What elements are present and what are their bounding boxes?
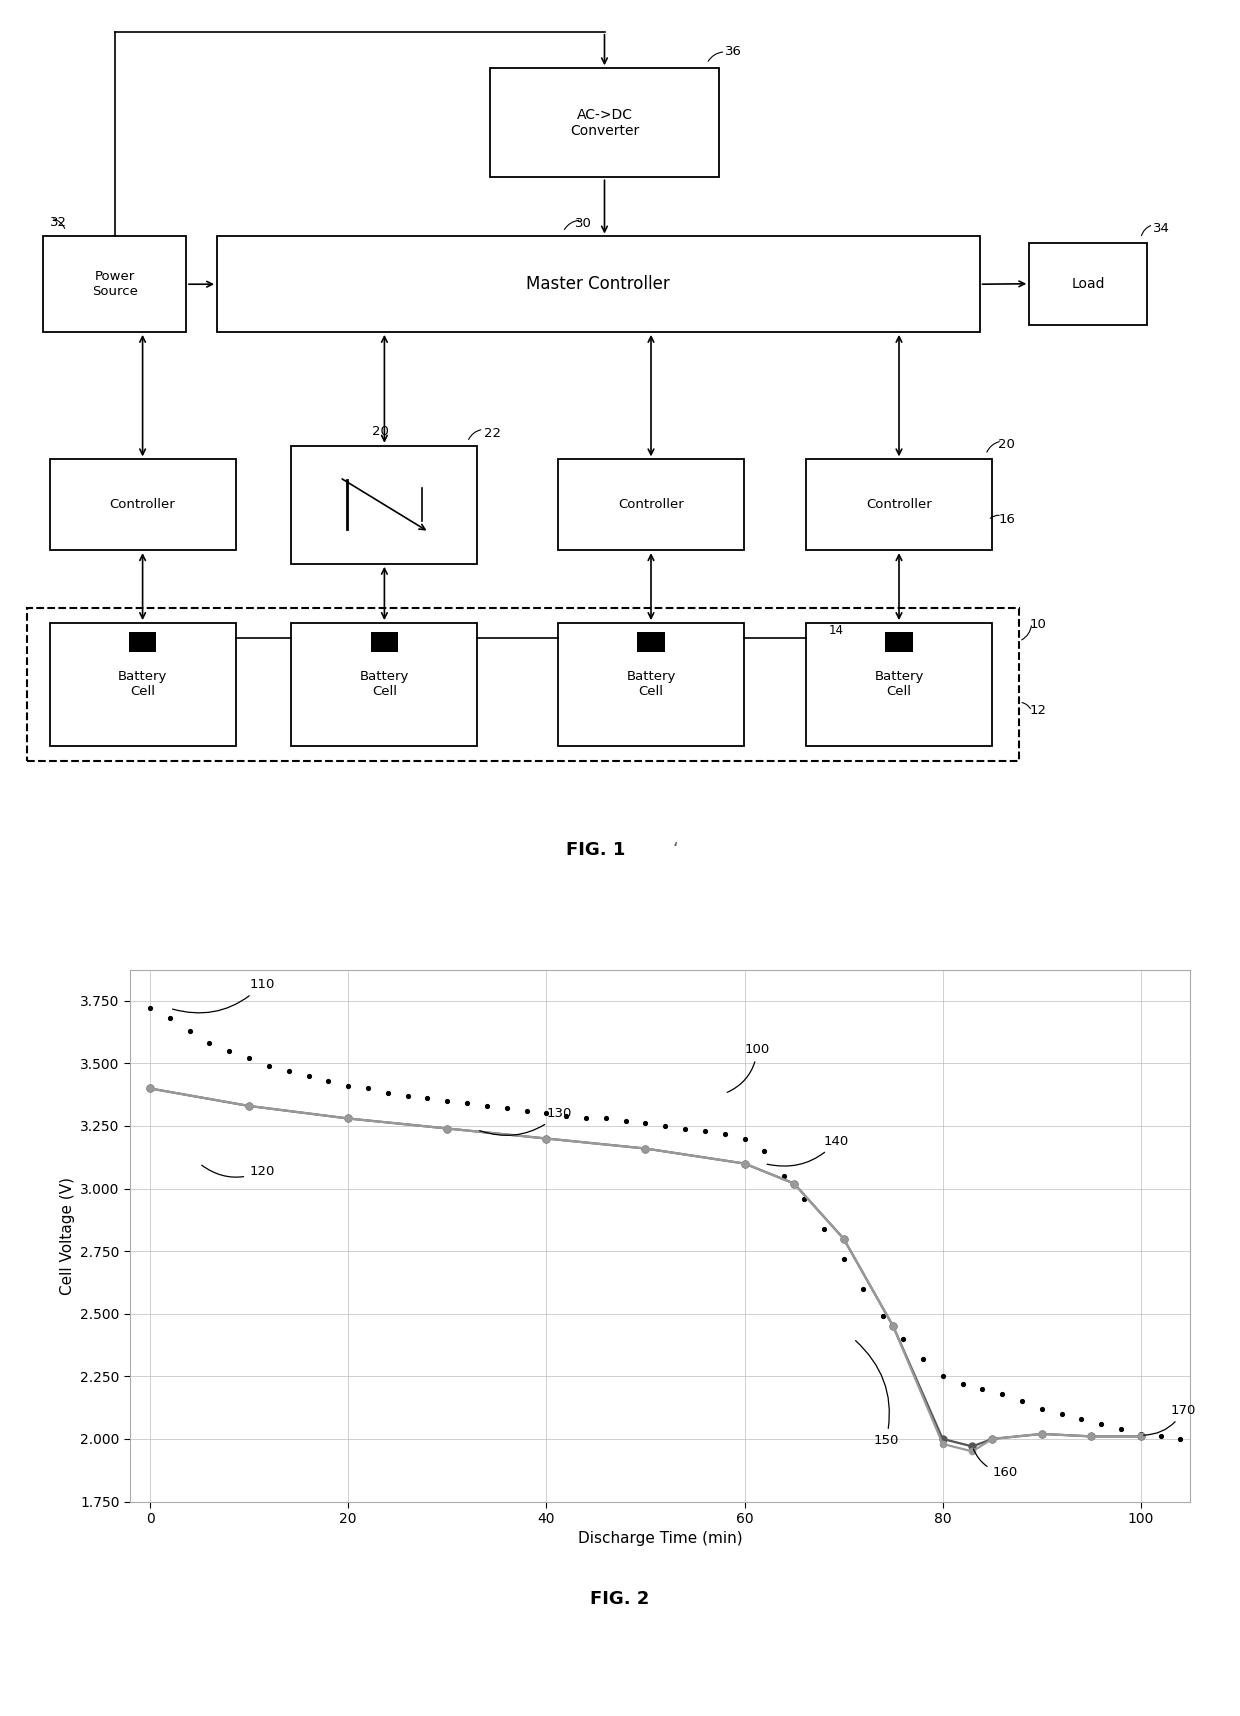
Text: FIG. 1: FIG. 1 [565, 841, 625, 860]
Text: 30: 30 [575, 218, 593, 230]
FancyBboxPatch shape [806, 460, 992, 551]
BOEMS W/O Equalization [242, 1097, 257, 1117]
Text: 20: 20 [998, 438, 1016, 451]
BOEMS W/O Equalization [885, 1316, 900, 1337]
Text: 150: 150 [856, 1340, 899, 1447]
Text: 12: 12 [1029, 704, 1047, 717]
BOEMS W/O Equalization [539, 1127, 554, 1148]
Typical Battery [242, 1097, 257, 1117]
Line: BOEMS W/Equalization: BOEMS W/Equalization [146, 1004, 1184, 1443]
Typical Battery [143, 1078, 157, 1098]
Text: 14: 14 [828, 625, 843, 637]
Text: 32: 32 [50, 216, 67, 228]
Y-axis label: Cell Voltage (V): Cell Voltage (V) [60, 1177, 74, 1294]
Text: Battery
Cell: Battery Cell [626, 671, 676, 698]
Text: 36: 36 [725, 45, 743, 58]
Text: Controller: Controller [109, 498, 176, 511]
FancyBboxPatch shape [490, 69, 719, 177]
FancyBboxPatch shape [558, 460, 744, 551]
Typical Battery [836, 1229, 851, 1249]
FancyBboxPatch shape [50, 623, 236, 746]
Typical Battery [786, 1174, 801, 1194]
Polygon shape [129, 631, 156, 652]
Text: 170: 170 [1143, 1404, 1195, 1435]
Text: AC->DC
Converter: AC->DC Converter [570, 108, 639, 137]
BOEMS W/O Equalization [1133, 1426, 1148, 1447]
BOEMS W/O Equalization [786, 1174, 801, 1194]
Text: 20: 20 [372, 426, 389, 438]
Text: 16: 16 [998, 513, 1016, 525]
Line: BOEMS W/O Equalization: BOEMS W/O Equalization [146, 1085, 1145, 1455]
BOEMS W/Equalization [796, 1187, 811, 1208]
BOEMS W/O Equalization [440, 1119, 455, 1139]
Text: 22: 22 [484, 427, 501, 439]
Text: 10: 10 [1029, 618, 1047, 630]
BOEMS W/O Equalization [1034, 1424, 1049, 1445]
FancyBboxPatch shape [1029, 244, 1147, 324]
Polygon shape [371, 631, 398, 652]
BOEMS W/O Equalization [143, 1078, 157, 1098]
BOEMS W/O Equalization [985, 1429, 999, 1450]
FancyBboxPatch shape [806, 623, 992, 746]
Text: Controller: Controller [618, 498, 684, 511]
Typical Battery [1084, 1426, 1099, 1447]
Text: Power
Source: Power Source [92, 269, 138, 299]
Text: 140: 140 [768, 1134, 849, 1167]
Line: Typical Battery: Typical Battery [146, 1085, 1145, 1450]
BOEMS W/Equalization [1173, 1429, 1188, 1450]
Typical Battery [965, 1436, 980, 1457]
BOEMS W/O Equalization [737, 1153, 751, 1174]
Typical Battery [737, 1153, 751, 1174]
BOEMS W/Equalization [143, 999, 157, 1019]
BOEMS W/Equalization [420, 1088, 435, 1109]
Text: Controller: Controller [866, 498, 932, 511]
Typical Battery [1133, 1426, 1148, 1447]
Text: Battery
Cell: Battery Cell [874, 671, 924, 698]
FancyBboxPatch shape [291, 446, 477, 565]
X-axis label: Discharge Time (min): Discharge Time (min) [578, 1531, 743, 1546]
Polygon shape [637, 631, 665, 652]
Text: Master Controller: Master Controller [527, 275, 670, 293]
BOEMS W/O Equalization [965, 1441, 980, 1462]
BOEMS W/O Equalization [639, 1138, 653, 1158]
Typical Battery [440, 1119, 455, 1139]
Text: ‘: ‘ [673, 841, 678, 860]
BOEMS W/O Equalization [836, 1229, 851, 1249]
FancyBboxPatch shape [27, 609, 1019, 762]
Text: 130: 130 [480, 1107, 572, 1136]
FancyBboxPatch shape [43, 237, 186, 331]
BOEMS W/Equalization [935, 1366, 950, 1387]
Text: 120: 120 [202, 1165, 274, 1177]
Text: FIG. 2: FIG. 2 [590, 1591, 650, 1608]
FancyBboxPatch shape [50, 460, 236, 551]
Typical Battery [935, 1429, 950, 1450]
Text: 100: 100 [727, 1043, 770, 1093]
Typical Battery [639, 1138, 653, 1158]
Text: 160: 160 [973, 1448, 1018, 1479]
Text: Battery
Cell: Battery Cell [360, 671, 409, 698]
Typical Battery [885, 1316, 900, 1337]
BOEMS W/Equalization [1054, 1404, 1069, 1424]
BOEMS W/O Equalization [1084, 1426, 1099, 1447]
FancyBboxPatch shape [217, 237, 980, 331]
FancyBboxPatch shape [291, 623, 477, 746]
BOEMS W/Equalization [756, 1141, 771, 1162]
BOEMS W/Equalization [737, 1127, 751, 1148]
Text: 110: 110 [172, 978, 274, 1012]
Text: Load: Load [1071, 276, 1105, 290]
BOEMS W/O Equalization [935, 1433, 950, 1453]
Typical Battery [1034, 1424, 1049, 1445]
Typical Battery [539, 1127, 554, 1148]
FancyBboxPatch shape [558, 623, 744, 746]
Text: Battery
Cell: Battery Cell [118, 671, 167, 698]
Text: 34: 34 [1153, 221, 1171, 235]
Typical Battery [341, 1109, 356, 1129]
Typical Battery [985, 1429, 999, 1450]
BOEMS W/O Equalization [341, 1109, 356, 1129]
Polygon shape [885, 631, 913, 652]
